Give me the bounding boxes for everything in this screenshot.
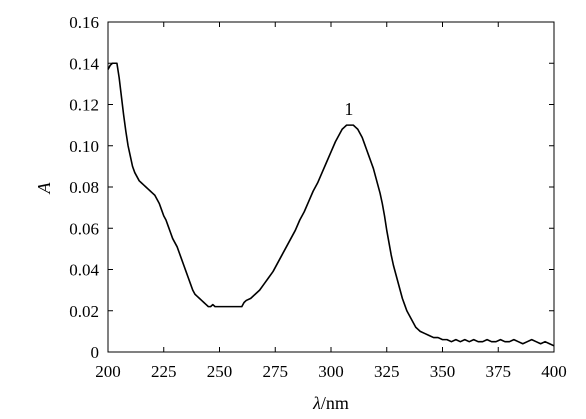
y-tick-label: 0.14 <box>69 54 99 73</box>
y-tick-label: 0.12 <box>69 96 99 115</box>
y-ticks: 0 0.02 0.04 0.06 0.08 0.10 0.12 0.14 0.16 <box>69 13 554 362</box>
x-tick-label: 200 <box>95 362 121 381</box>
x-tick-label: 375 <box>486 362 512 381</box>
x-tick-label: 325 <box>374 362 400 381</box>
y-tick-label: 0.08 <box>69 178 99 197</box>
series-line-1 <box>107 62 555 347</box>
y-tick-label: 0.04 <box>69 261 99 280</box>
x-axis-title-unit: /nm <box>321 393 349 413</box>
x-ticks: 200 225 250 275 300 325 350 375 400 <box>95 22 567 381</box>
annotation-layer: 1 <box>344 99 353 119</box>
plot-area-frame <box>107 21 555 353</box>
x-tick-label: 350 <box>430 362 456 381</box>
y-tick-label: 0.16 <box>69 13 99 32</box>
x-tick-label: 275 <box>263 362 289 381</box>
y-tick-label: 0 <box>91 343 100 362</box>
x-tick-label: 250 <box>207 362 233 381</box>
y-tick-label: 0.10 <box>69 137 99 156</box>
series-layer <box>107 62 555 347</box>
x-tick-label: 400 <box>541 362 567 381</box>
y-tick-label: 0.06 <box>69 219 99 238</box>
x-axis-title: λ/nm <box>312 393 349 413</box>
x-tick-label: 225 <box>151 362 177 381</box>
peak-label: 1 <box>344 99 353 119</box>
y-tick-label: 0.02 <box>69 302 99 321</box>
x-axis-title-symbol: λ <box>312 393 321 413</box>
y-axis-title: A <box>34 182 54 195</box>
x-tick-label: 300 <box>318 362 344 381</box>
